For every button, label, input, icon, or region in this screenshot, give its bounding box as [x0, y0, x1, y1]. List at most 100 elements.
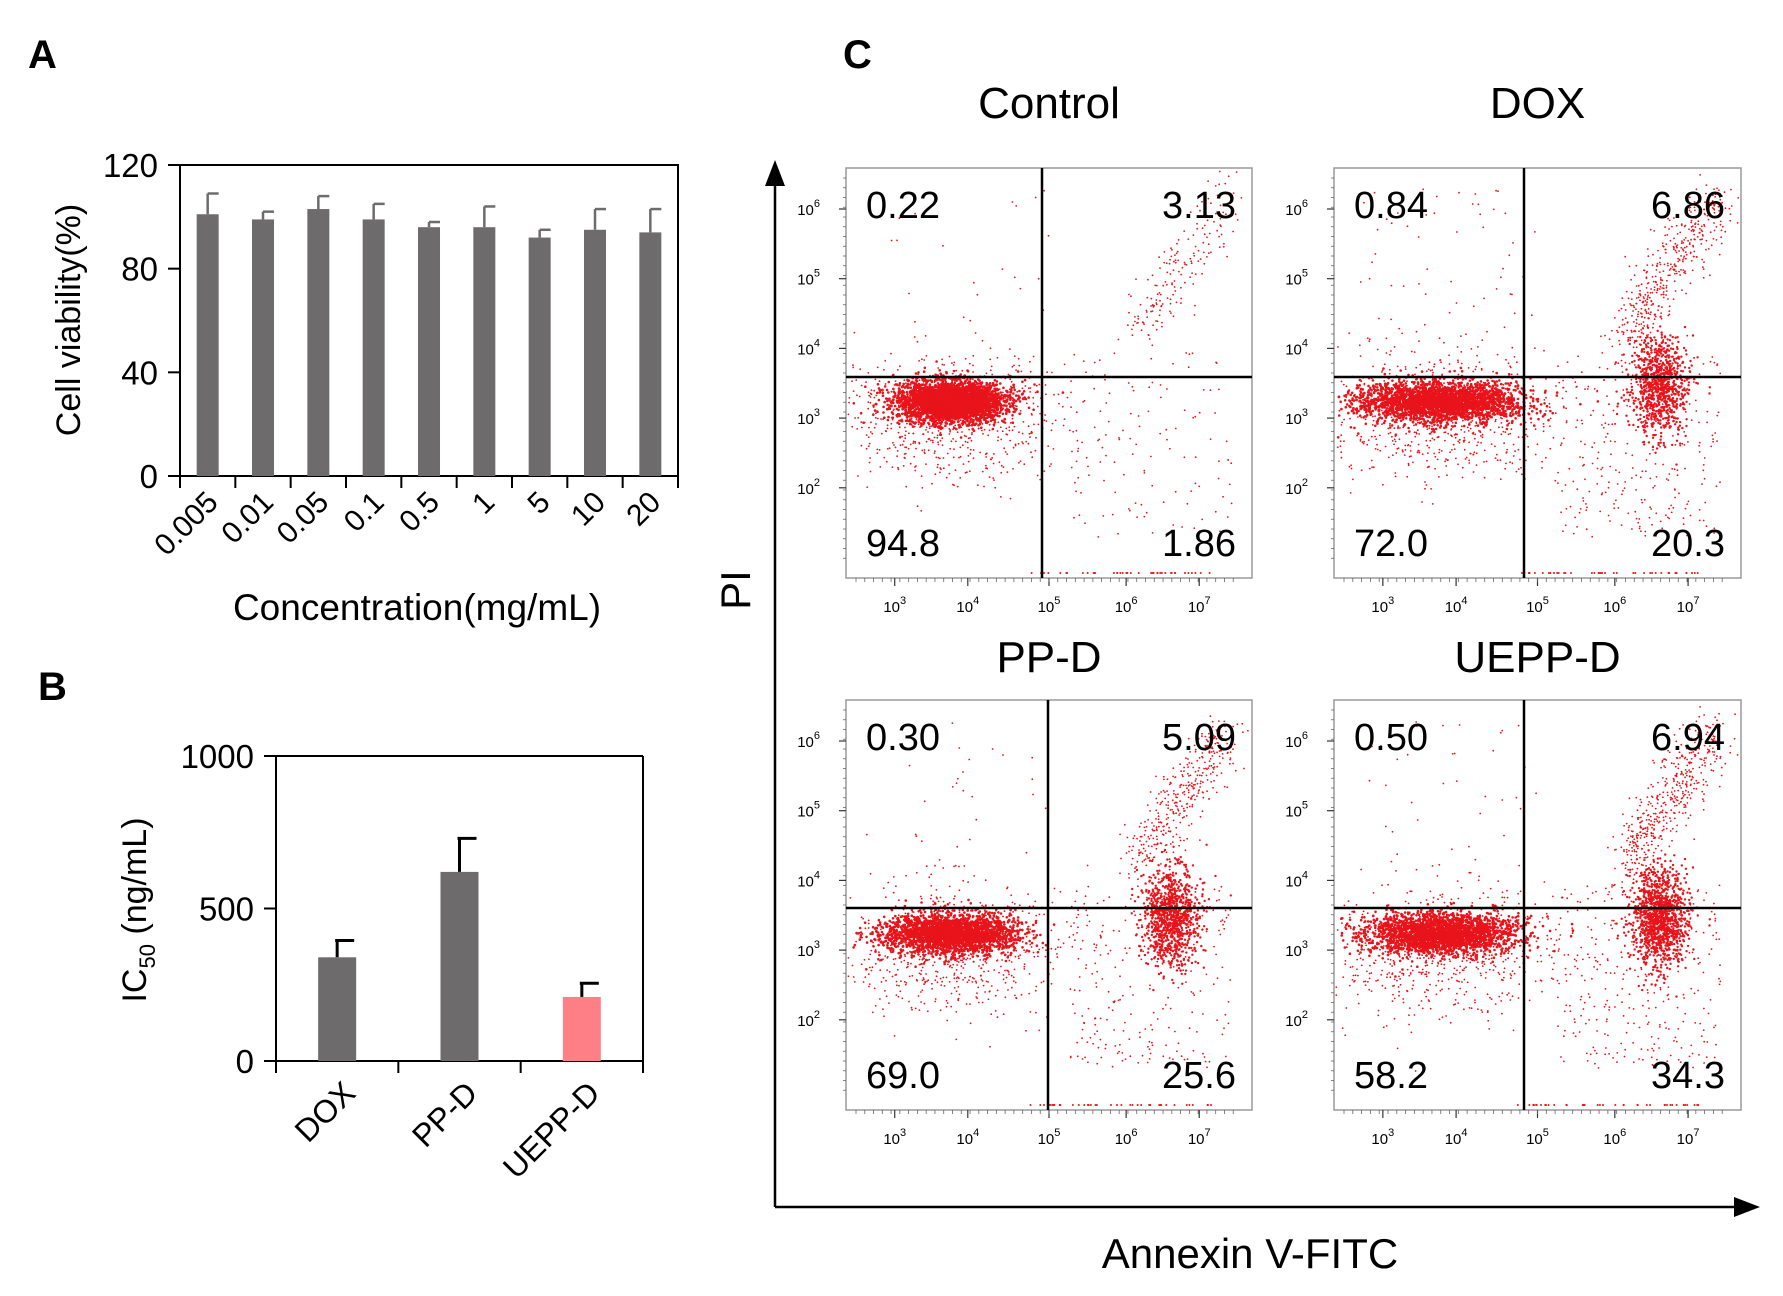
flow-dot — [1105, 402, 1108, 404]
flow-dot — [908, 419, 911, 423]
flow-dot — [1206, 236, 1208, 239]
flow-dot — [936, 398, 940, 402]
flow-dot — [1010, 385, 1012, 388]
flow-dot — [924, 411, 926, 414]
flow-dot — [981, 423, 984, 425]
flow-dot — [1017, 442, 1020, 445]
flow-dot — [919, 386, 922, 390]
flow-dot — [1337, 414, 1341, 417]
flow-dot — [1001, 268, 1004, 270]
flow-dot — [969, 448, 972, 451]
flow-dot — [968, 404, 971, 406]
flow-dot — [873, 389, 876, 392]
flow-dot — [1134, 502, 1137, 504]
flow-dot — [1022, 442, 1024, 445]
flow-dot — [876, 391, 879, 395]
chart-b-xtick-label: UEPP-D — [496, 1074, 607, 1185]
flow-dot — [1227, 459, 1229, 461]
flow-dot — [1009, 398, 1012, 402]
flow-dot — [1194, 273, 1197, 275]
flow-dot — [1208, 572, 1211, 574]
flow-dot — [1068, 429, 1071, 432]
flow-dot — [1057, 393, 1060, 396]
flow-dot — [1150, 297, 1153, 300]
flow-dot — [1197, 260, 1200, 262]
flow-dot — [1189, 276, 1192, 278]
chart-b-bar — [562, 996, 601, 1061]
flow-dot — [913, 384, 917, 388]
flow-dot — [1046, 371, 1048, 374]
chart-a-ytick-label: 40 — [121, 354, 158, 391]
flow-ytick-label: 102 — [797, 477, 820, 498]
flow-dot — [954, 380, 956, 382]
flow-dot — [915, 418, 918, 421]
flow-dot — [985, 396, 988, 400]
flow-dot — [942, 457, 945, 459]
flow-dot — [1166, 283, 1168, 286]
flow-dot — [992, 462, 995, 465]
flow-dot — [1034, 391, 1037, 394]
flow-dot — [1155, 284, 1158, 287]
flow-dot — [1029, 387, 1032, 389]
flow-dot — [1358, 384, 1361, 387]
flow-dot — [1009, 497, 1012, 500]
chart-a-bar — [584, 229, 606, 476]
flow-dot — [956, 485, 959, 488]
flow-dot — [1038, 383, 1041, 386]
flow-dot — [884, 430, 887, 432]
flow-dot — [936, 382, 940, 385]
flow-dot — [966, 369, 969, 372]
flow-dot — [1159, 293, 1162, 296]
flow-dot — [1013, 388, 1016, 392]
chart-a-xtick-label: 20 — [620, 486, 667, 533]
flow-dot — [933, 396, 936, 398]
flow-dot — [989, 419, 993, 423]
flow-dot — [985, 417, 988, 419]
flow-dot — [1063, 418, 1066, 420]
chart-b-ytick-label: 0 — [236, 1043, 254, 1080]
flow-dot — [870, 421, 872, 424]
flow-dot — [972, 281, 975, 284]
flow-dot — [880, 432, 883, 435]
flow-dot — [1428, 380, 1431, 384]
flow-dot — [931, 432, 934, 434]
flow-dot — [915, 447, 917, 450]
flow-dot — [902, 440, 905, 443]
flow-dot — [852, 364, 854, 367]
flow-dot — [1099, 410, 1102, 413]
flow-dot — [972, 393, 975, 396]
flow-dot — [922, 380, 925, 383]
flow-dot — [898, 426, 901, 429]
flow-dot — [974, 408, 976, 411]
flow-plot-title: Control — [978, 79, 1120, 128]
flow-dot — [942, 398, 944, 400]
flow-dot — [923, 366, 927, 370]
flow-dot — [918, 379, 921, 381]
flow-dot — [958, 423, 961, 426]
flow-dot — [983, 428, 986, 431]
flow-dot — [1134, 320, 1136, 323]
flow-dot — [901, 407, 904, 410]
flow-dot — [958, 456, 960, 459]
flow-dot — [1236, 219, 1239, 221]
flow-dot — [966, 441, 969, 444]
flow-dot — [1083, 399, 1086, 402]
flow-dot — [994, 384, 997, 387]
flow-dot — [980, 406, 983, 409]
flow-dot — [960, 426, 963, 429]
flow-dot — [905, 396, 908, 399]
flow-dot — [955, 413, 957, 416]
flow-dot — [898, 401, 901, 405]
flow-dot — [916, 407, 919, 410]
flow-dot — [1070, 406, 1072, 408]
flow-dot — [916, 386, 920, 390]
flow-dot — [974, 417, 978, 421]
flow-dot — [992, 406, 996, 409]
flow-dot — [1173, 280, 1176, 282]
flow-dot — [855, 379, 858, 381]
flow-dot — [1230, 462, 1233, 465]
flow-dot — [1023, 396, 1026, 399]
flow-dot — [974, 422, 978, 425]
flow-dot — [1135, 443, 1138, 446]
